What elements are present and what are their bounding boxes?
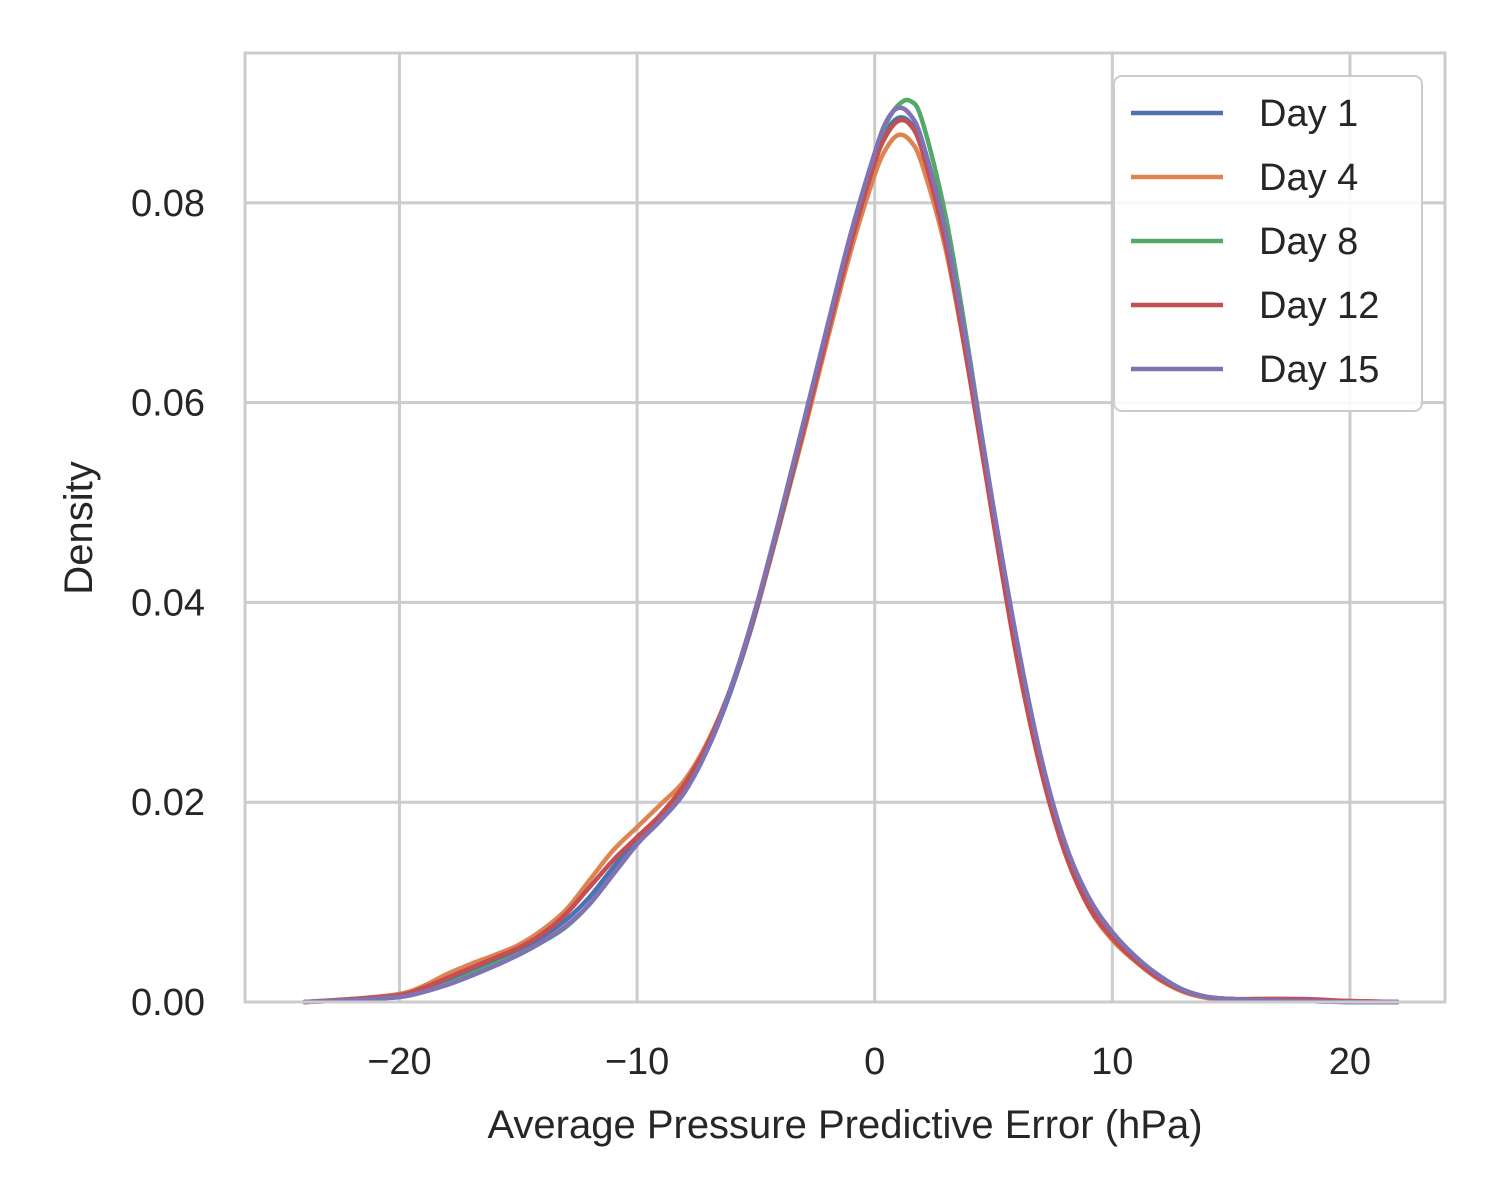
legend-label-day-12: Day 12	[1259, 285, 1379, 327]
legend-label-day-1: Day 1	[1259, 93, 1358, 135]
legend-label-day-15: Day 15	[1259, 349, 1379, 391]
legend-label-day-8: Day 8	[1259, 221, 1358, 263]
legend: Day 1 Day 4 Day 8 Day 12 Day 15	[1113, 75, 1423, 412]
x-tick-label: 20	[1329, 1041, 1371, 1083]
x-tick-label: 0	[864, 1041, 885, 1083]
series-line-day-12	[302, 117, 1400, 1005]
y-tick-label: 0.00	[131, 982, 205, 1024]
y-tick-label: 0.08	[131, 183, 205, 225]
x-axis-label: Average Pressure Predictive Error (hPa)	[487, 1103, 1202, 1147]
legend-box	[1113, 75, 1423, 412]
x-tick-label: −20	[367, 1041, 431, 1083]
y-tick-label: 0.02	[131, 782, 205, 824]
x-tick-label: 10	[1091, 1041, 1133, 1083]
x-tick-labels: −20 −10 0 10 20	[367, 1041, 1371, 1083]
plot-frame	[243, 51, 1447, 1004]
y-tick-labels: 0.00 0.02 0.04 0.06 0.08	[131, 183, 205, 1024]
series-lines	[302, 97, 1400, 1005]
y-tick-label: 0.04	[131, 582, 205, 624]
legend-label-day-4: Day 4	[1259, 157, 1358, 199]
y-axis-label: Density	[57, 461, 101, 594]
y-tick-label: 0.06	[131, 383, 205, 425]
x-tick-label: −10	[605, 1041, 669, 1083]
series-line-day-15	[302, 105, 1400, 1005]
